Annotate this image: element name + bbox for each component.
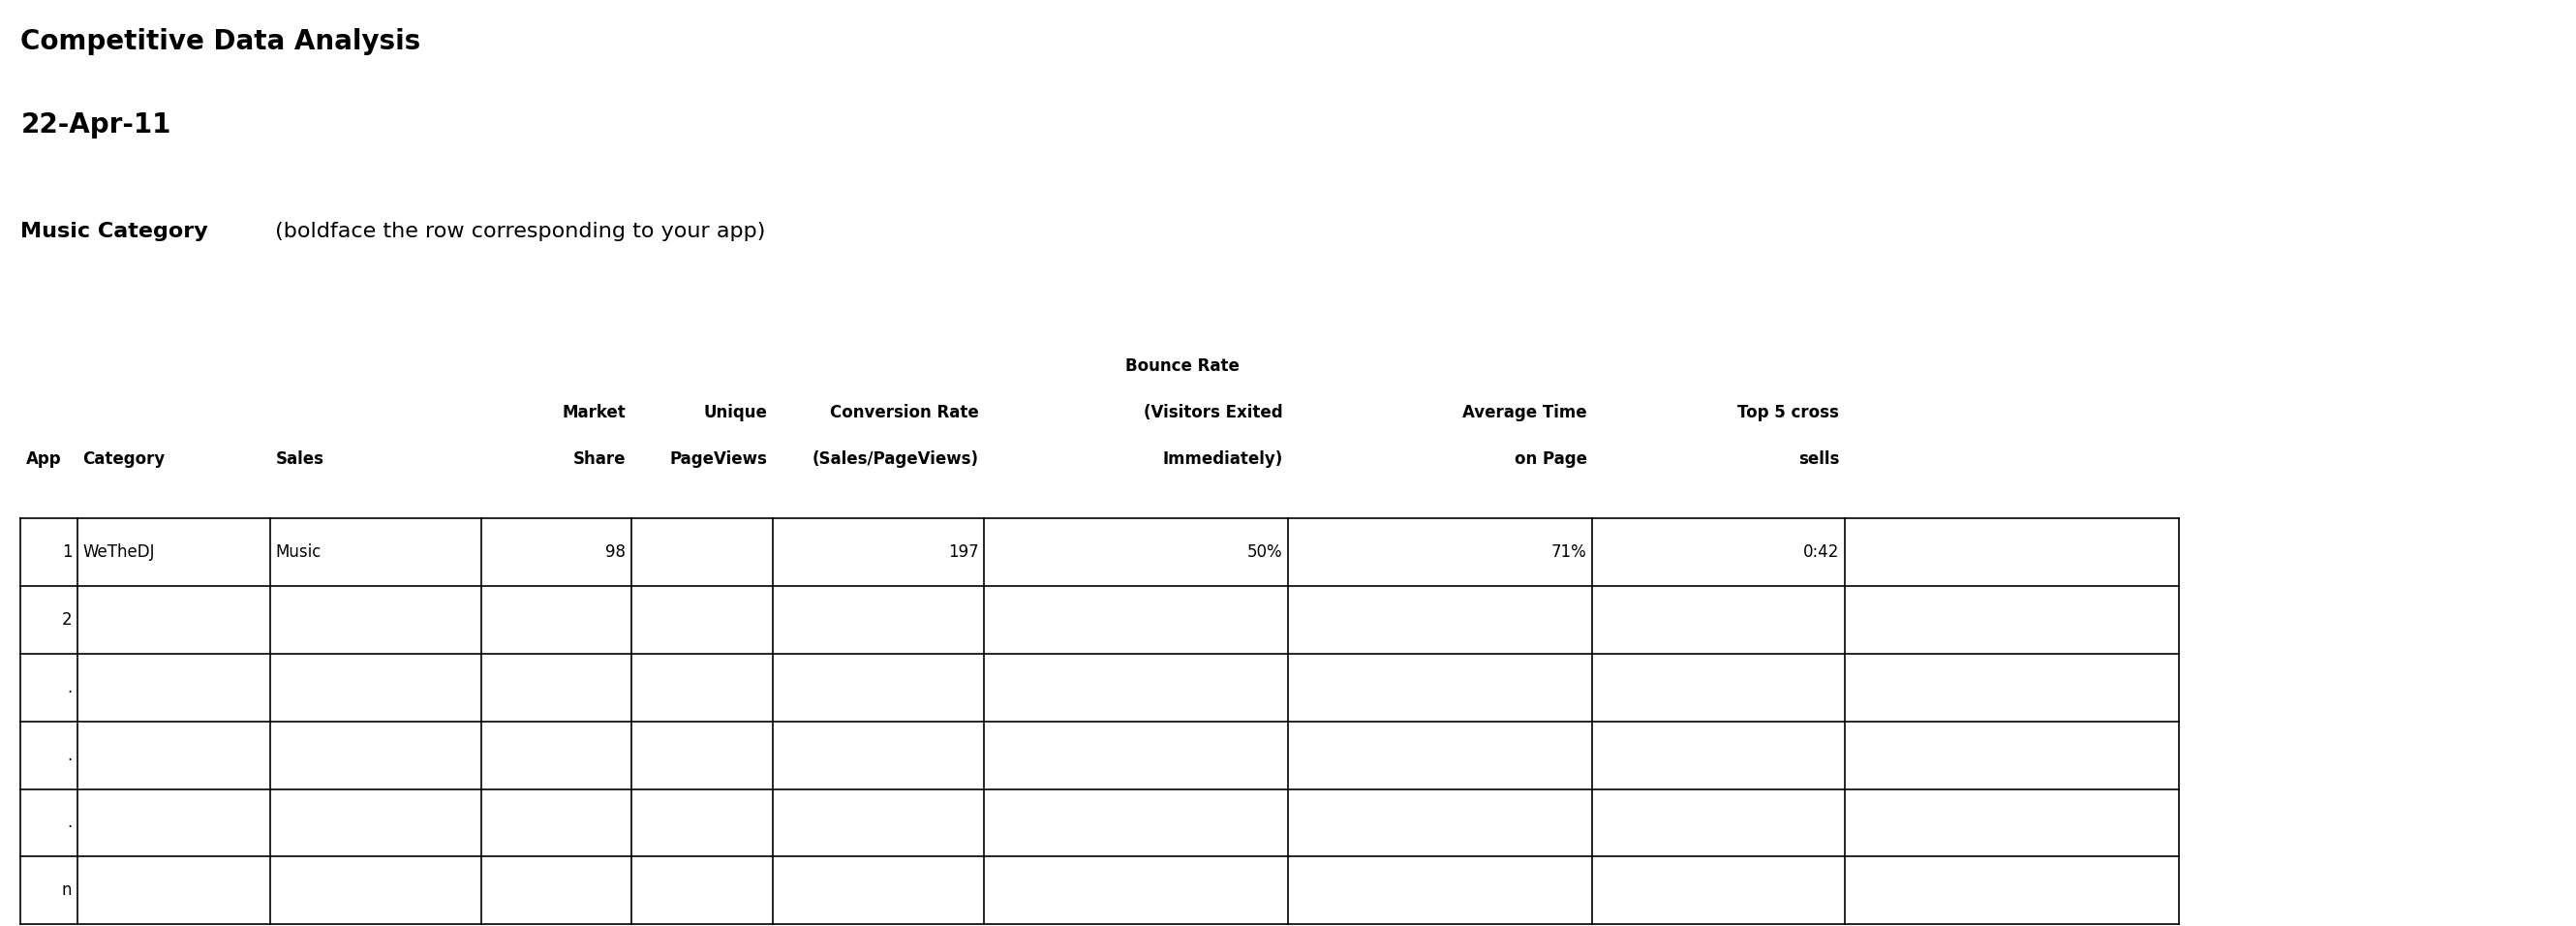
Text: WeTheDJ: WeTheDJ xyxy=(82,544,155,561)
Text: Share: Share xyxy=(574,450,626,468)
Text: (Visitors Exited: (Visitors Exited xyxy=(1144,404,1283,421)
Text: Top 5 cross: Top 5 cross xyxy=(1739,404,1839,421)
Text: Immediately): Immediately) xyxy=(1162,450,1283,468)
Text: sells: sells xyxy=(1798,450,1839,468)
Text: Category: Category xyxy=(82,450,165,468)
Text: .: . xyxy=(67,746,72,764)
Text: Unique: Unique xyxy=(703,404,768,421)
Text: n: n xyxy=(62,882,72,899)
Text: Conversion Rate: Conversion Rate xyxy=(829,404,979,421)
Text: Market: Market xyxy=(562,404,626,421)
Text: Average Time: Average Time xyxy=(1463,404,1587,421)
Text: Sales: Sales xyxy=(276,450,325,468)
Text: 50%: 50% xyxy=(1247,544,1283,561)
Text: 22-Apr-11: 22-Apr-11 xyxy=(21,111,170,138)
Text: .: . xyxy=(67,679,72,696)
Text: .: . xyxy=(67,814,72,832)
Text: Music Category: Music Category xyxy=(21,222,209,242)
Text: 71%: 71% xyxy=(1551,544,1587,561)
Text: Music: Music xyxy=(276,544,322,561)
Text: (Sales/PageViews): (Sales/PageViews) xyxy=(811,450,979,468)
Text: 197: 197 xyxy=(948,544,979,561)
Text: PageViews: PageViews xyxy=(670,450,768,468)
Text: App: App xyxy=(26,450,62,468)
Text: Competitive Data Analysis: Competitive Data Analysis xyxy=(21,28,420,55)
Text: 1: 1 xyxy=(62,544,72,561)
Text: Bounce Rate: Bounce Rate xyxy=(1126,357,1239,375)
Text: (boldface the row corresponding to your app): (boldface the row corresponding to your … xyxy=(268,222,765,242)
Text: 98: 98 xyxy=(605,544,626,561)
Text: 0:42: 0:42 xyxy=(1803,544,1839,561)
Text: on Page: on Page xyxy=(1515,450,1587,468)
Text: 2: 2 xyxy=(62,611,72,629)
